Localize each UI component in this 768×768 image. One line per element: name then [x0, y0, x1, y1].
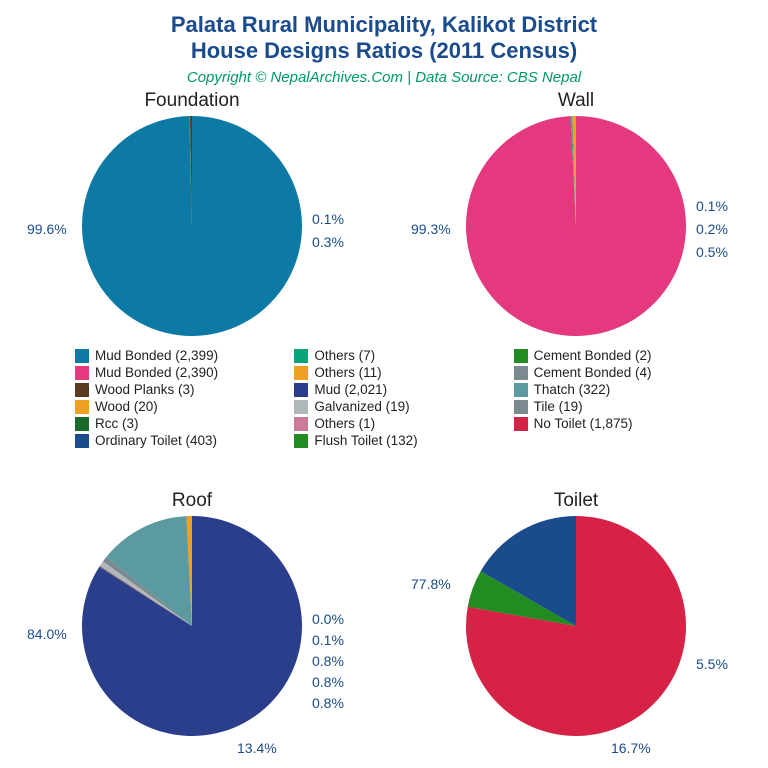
pct-label: 0.1% — [696, 198, 728, 214]
legend-swatch — [294, 366, 308, 380]
pct-label: 0.1% — [312, 211, 344, 227]
wall-pie: 99.3%0.1%0.2%0.5% — [466, 116, 686, 336]
pie-svg — [82, 116, 302, 336]
pct-label: 0.8% — [312, 653, 344, 669]
legend-label: Mud Bonded (2,390) — [95, 365, 218, 380]
legend-swatch — [75, 366, 89, 380]
legend-item: Others (1) — [294, 416, 495, 431]
legend-label: Galvanized (19) — [314, 399, 409, 414]
legend-swatch — [75, 349, 89, 363]
legend-swatch — [294, 434, 308, 448]
legend-label: Mud (2,021) — [314, 382, 387, 397]
legend-swatch — [514, 349, 528, 363]
legend-label: Wood (20) — [95, 399, 158, 414]
legend-label: Cement Bonded (4) — [534, 365, 652, 380]
legend-label: Tile (19) — [534, 399, 583, 414]
legend-swatch — [514, 417, 528, 431]
legend-swatch — [75, 400, 89, 414]
pct-label: 0.5% — [696, 244, 728, 260]
legend-item: Mud Bonded (2,390) — [75, 365, 276, 380]
legend-item: Flush Toilet (132) — [294, 433, 495, 448]
legend-item: Galvanized (19) — [294, 399, 495, 414]
title-line2: House Designs Ratios (2011 Census) — [0, 38, 768, 64]
roof-chart: Roof 84.0%0.0%0.1%0.8%0.8%13.4%0.8% — [17, 490, 367, 736]
pct-label: 0.1% — [312, 632, 344, 648]
legend-label: Mud Bonded (2,399) — [95, 348, 218, 363]
pct-label: 77.8% — [411, 576, 451, 592]
legend-item: Mud (2,021) — [294, 382, 495, 397]
pie-svg — [466, 116, 686, 336]
legend-item: Wood Planks (3) — [75, 382, 276, 397]
legend-swatch — [294, 383, 308, 397]
legend-swatch — [514, 366, 528, 380]
chart-container: Palata Rural Municipality, Kalikot Distr… — [0, 0, 768, 768]
header-block: Palata Rural Municipality, Kalikot Distr… — [0, 0, 768, 86]
charts-row-2: Roof 84.0%0.0%0.1%0.8%0.8%13.4%0.8% Toil… — [0, 490, 768, 736]
legend-item: Others (7) — [294, 348, 495, 363]
legend-swatch — [75, 417, 89, 431]
pie-svg — [466, 516, 686, 736]
wall-chart: Wall 99.3%0.1%0.2%0.5% — [401, 90, 751, 336]
pct-label: 16.7% — [611, 740, 651, 756]
legend-item: Rcc (3) — [75, 416, 276, 431]
legend-swatch — [75, 383, 89, 397]
pie-svg — [82, 516, 302, 736]
pct-label: 5.5% — [696, 656, 728, 672]
legend-label: Others (7) — [314, 348, 375, 363]
foundation-title: Foundation — [17, 90, 367, 112]
legend-item: Ordinary Toilet (403) — [75, 433, 276, 448]
legend-swatch — [75, 434, 89, 448]
legend-swatch — [294, 417, 308, 431]
legend-label: Ordinary Toilet (403) — [95, 433, 217, 448]
charts-row-1: Foundation 99.6%0.1%0.3% Wall 99.3%0.1%0… — [0, 90, 768, 336]
legend-item: No Toilet (1,875) — [514, 416, 715, 431]
pct-label: 84.0% — [27, 626, 67, 642]
pct-label: 99.3% — [411, 221, 451, 237]
roof-pie: 84.0%0.0%0.1%0.8%0.8%13.4%0.8% — [82, 516, 302, 736]
toilet-chart: Toilet 77.8%5.5%16.7% — [401, 490, 751, 736]
foundation-pie: 99.6%0.1%0.3% — [82, 116, 302, 336]
toilet-title: Toilet — [401, 490, 751, 512]
legend-swatch — [294, 349, 308, 363]
legend-swatch — [514, 400, 528, 414]
legend-swatch — [514, 383, 528, 397]
legend-swatch — [294, 400, 308, 414]
legend-label: Thatch (322) — [534, 382, 611, 397]
pct-label: 0.8% — [312, 695, 344, 711]
title-line1: Palata Rural Municipality, Kalikot Distr… — [0, 12, 768, 38]
pct-label: 0.2% — [696, 221, 728, 237]
legend-label: Wood Planks (3) — [95, 382, 195, 397]
legend-item: Others (11) — [294, 365, 495, 380]
wall-title: Wall — [401, 90, 751, 112]
roof-title: Roof — [17, 490, 367, 512]
legend: Mud Bonded (2,399) Mud Bonded (2,390) Wood… — [75, 348, 715, 448]
legend-label: No Toilet (1,875) — [534, 416, 633, 431]
pct-label: 99.6% — [27, 221, 67, 237]
legend-item: Thatch (322) — [514, 382, 715, 397]
legend-item: Wood (20) — [75, 399, 276, 414]
legend-label: Flush Toilet (132) — [314, 433, 417, 448]
legend-label: Cement Bonded (2) — [534, 348, 652, 363]
legend-item: Cement Bonded (2) — [514, 348, 715, 363]
legend-label: Others (1) — [314, 416, 375, 431]
pct-label: 0.3% — [312, 234, 344, 250]
toilet-pie: 77.8%5.5%16.7% — [466, 516, 686, 736]
pct-label: 0.8% — [312, 674, 344, 690]
copyright-line: Copyright © NepalArchives.Com | Data Sou… — [0, 69, 768, 86]
foundation-chart: Foundation 99.6%0.1%0.3% — [17, 90, 367, 336]
legend-item: Cement Bonded (4) — [514, 365, 715, 380]
legend-label: Rcc (3) — [95, 416, 139, 431]
legend-item: Mud Bonded (2,399) — [75, 348, 276, 363]
legend-label: Others (11) — [314, 365, 381, 380]
pct-label: 0.0% — [312, 611, 344, 627]
legend-item: Tile (19) — [514, 399, 715, 414]
pct-label: 13.4% — [237, 740, 277, 756]
